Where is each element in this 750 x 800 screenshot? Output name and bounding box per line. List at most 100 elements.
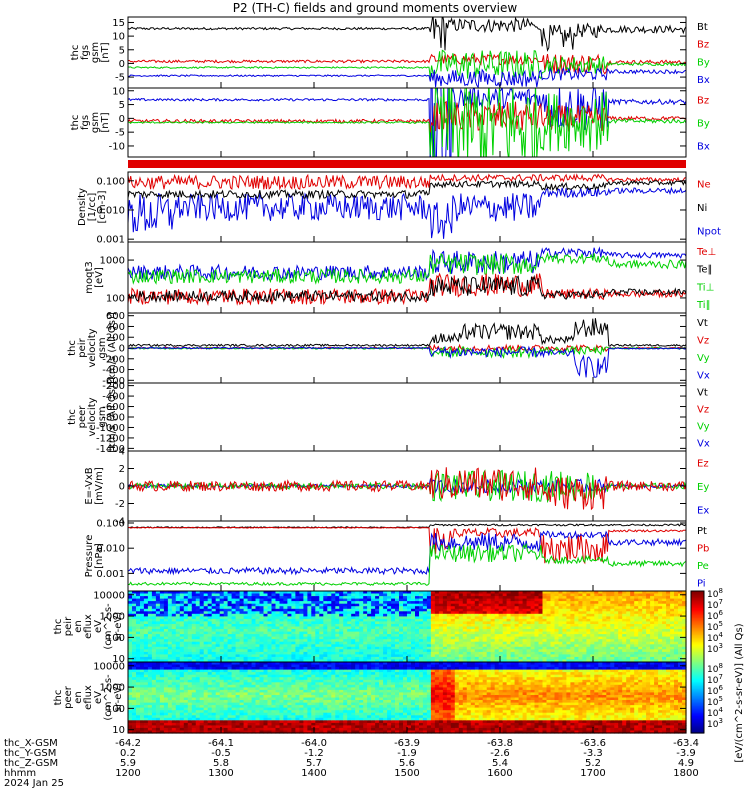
spectrogram-cell bbox=[602, 618, 607, 622]
spectrogram-cell bbox=[578, 629, 583, 633]
spectrogram-cell bbox=[494, 603, 500, 607]
spectrogram-cell bbox=[598, 641, 603, 645]
spectrogram-cell bbox=[514, 659, 520, 663]
spectrogram-cell bbox=[438, 649, 444, 653]
spectrogram-cell bbox=[530, 636, 536, 640]
spectrogram-cell bbox=[486, 606, 492, 610]
spectrogram-cell bbox=[215, 649, 221, 653]
spectrogram-cell bbox=[422, 593, 428, 597]
spectrogram-cell bbox=[175, 715, 181, 719]
spectrogram-cell bbox=[614, 646, 619, 650]
spectrogram-cell bbox=[343, 613, 348, 617]
spectrogram-cell bbox=[426, 639, 432, 643]
spectrogram-cell bbox=[654, 618, 659, 622]
spectrogram-cell bbox=[391, 598, 396, 602]
spectrogram-cell bbox=[147, 631, 153, 635]
spectrogram-cell bbox=[147, 596, 153, 600]
spectrogram-cell bbox=[291, 618, 296, 622]
spectrogram-cell bbox=[199, 651, 205, 655]
spectrogram-cell bbox=[151, 715, 157, 719]
spectrogram-cell bbox=[415, 601, 420, 605]
spectrogram-cell bbox=[538, 629, 544, 633]
spectrogram-cell bbox=[175, 639, 181, 643]
spectrogram-cell bbox=[203, 712, 209, 716]
spectrogram-cell bbox=[450, 603, 456, 607]
spectrogram-cell bbox=[195, 649, 201, 653]
spectrogram-cell bbox=[295, 591, 300, 595]
spectrogram-cell bbox=[132, 727, 137, 731]
spectrogram-cell bbox=[558, 646, 564, 650]
spectrogram-cell bbox=[598, 629, 603, 633]
spectrogram-cell bbox=[666, 631, 671, 635]
spectrogram-cell bbox=[175, 710, 181, 714]
spectrogram-cell bbox=[159, 689, 165, 693]
ylabel-line: (cm^2-s- bbox=[103, 603, 114, 650]
spectrogram-cell bbox=[203, 651, 209, 655]
spectrogram-cell bbox=[132, 591, 137, 595]
spectrogram-cell bbox=[626, 641, 631, 645]
spectrogram-cell bbox=[494, 624, 500, 628]
spectrogram-cell bbox=[231, 636, 237, 640]
spectrogram-cell bbox=[347, 613, 352, 617]
spectrogram-cell bbox=[143, 710, 149, 714]
spectrogram-cell bbox=[554, 649, 560, 653]
spectrogram-cell bbox=[140, 649, 145, 653]
spectrogram-cell bbox=[140, 712, 145, 716]
spectrogram-cell bbox=[271, 616, 277, 620]
spectrogram-cell bbox=[140, 598, 145, 602]
spectrogram-cell bbox=[363, 651, 368, 655]
spectrogram-cell bbox=[383, 646, 388, 650]
spectrogram-cell bbox=[395, 611, 400, 615]
spectrogram-cell bbox=[419, 611, 424, 615]
spectrogram-cell bbox=[626, 613, 631, 617]
spectrogram-cell bbox=[494, 596, 500, 600]
spectrogram-cell bbox=[618, 659, 623, 663]
spectrogram-cell bbox=[534, 613, 540, 617]
spectrogram-cell bbox=[327, 644, 332, 648]
spectrogram-cell bbox=[618, 608, 623, 612]
spectrogram-cell bbox=[155, 618, 161, 622]
spectrogram-cell bbox=[415, 591, 420, 595]
spectrogram-cell bbox=[195, 720, 201, 724]
spectrogram-cell bbox=[379, 601, 384, 605]
spectrogram-cell bbox=[582, 624, 587, 628]
spectrogram-cell bbox=[383, 591, 388, 595]
spectrogram-cell bbox=[215, 644, 221, 648]
spectrogram-cell bbox=[450, 591, 456, 595]
ylabel-efield: E=-VxB [mV/m] bbox=[84, 467, 105, 505]
spectrogram-cell bbox=[363, 603, 368, 607]
spectrogram-cell bbox=[626, 621, 631, 625]
spectrogram-cell bbox=[183, 654, 189, 658]
ytick-label: -600 bbox=[102, 376, 125, 387]
spectrogram-cell bbox=[590, 618, 595, 622]
spectrogram-cell bbox=[175, 712, 181, 716]
spectrogram-cell bbox=[650, 601, 655, 605]
spectrogram-cell bbox=[462, 651, 468, 655]
spectrogram-cell bbox=[498, 601, 504, 605]
spectrogram-cell bbox=[434, 629, 440, 633]
spectrogram-cell bbox=[478, 656, 484, 660]
spectrogram-cell bbox=[223, 659, 229, 663]
spectrogram-cell bbox=[227, 705, 233, 709]
spectrogram-cell bbox=[251, 636, 257, 640]
spectrogram-cell bbox=[399, 613, 404, 617]
spectrogram-cell bbox=[128, 618, 133, 622]
spectrogram-cell bbox=[682, 636, 687, 640]
legend-label: Ex bbox=[697, 505, 709, 516]
spectrogram-cell bbox=[219, 646, 225, 650]
spectrogram-cell bbox=[167, 687, 173, 691]
spectrogram-cell bbox=[151, 674, 157, 678]
series-density-Ni bbox=[128, 179, 686, 201]
spectrogram-cell bbox=[466, 593, 472, 597]
spectrogram-cell bbox=[147, 608, 153, 612]
spectrogram-cell bbox=[387, 621, 392, 625]
spectrogram-cell bbox=[518, 651, 524, 655]
spectrogram-cell bbox=[670, 639, 675, 643]
spectrogram-cell bbox=[530, 656, 536, 660]
spectrogram-cell bbox=[195, 715, 201, 719]
ytick-label: -4 bbox=[115, 517, 125, 528]
spectrogram-cell bbox=[415, 634, 420, 638]
spectrogram-cell bbox=[682, 621, 687, 625]
spectrogram-cell bbox=[574, 611, 579, 615]
spectrogram-cell bbox=[175, 679, 181, 683]
